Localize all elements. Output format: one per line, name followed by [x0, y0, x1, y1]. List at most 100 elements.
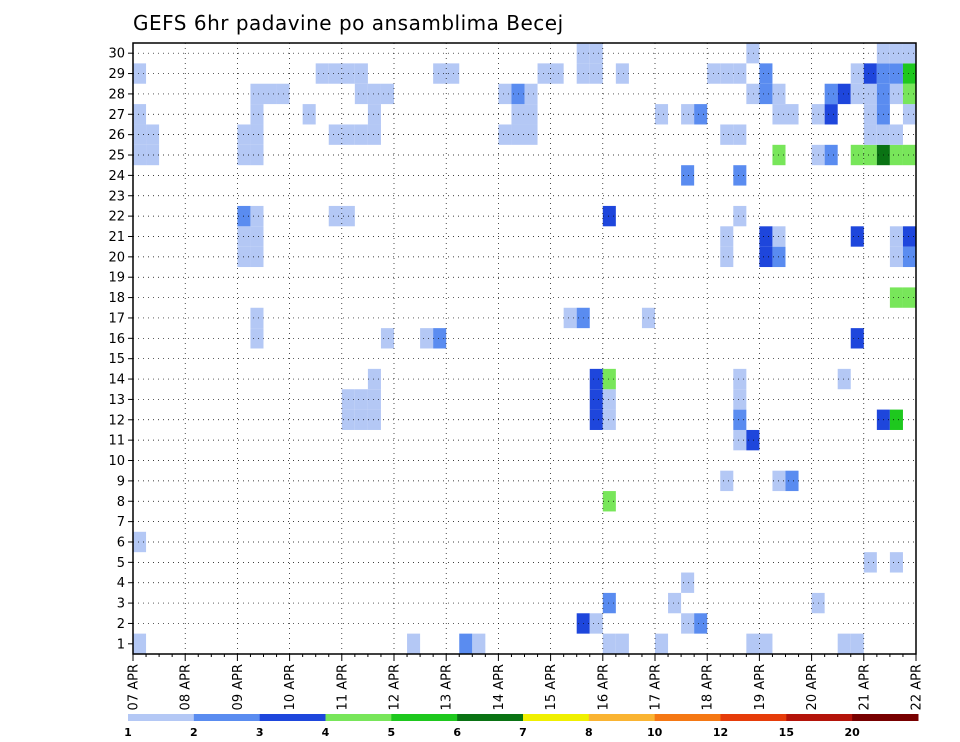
heatmap-cell	[863, 83, 877, 105]
heatmap-cell	[759, 226, 773, 247]
heatmap-cell	[133, 104, 147, 125]
y-tick-label: 13	[108, 393, 125, 408]
heatmap-cell	[615, 63, 629, 84]
heatmap-cell	[889, 83, 903, 105]
heatmap-cell	[602, 633, 616, 654]
heatmap-cell	[681, 165, 695, 186]
heatmap-cell	[759, 63, 773, 84]
heatmap-cell	[524, 104, 538, 125]
heatmap-cell	[850, 633, 864, 654]
heatmap-cell	[328, 63, 342, 84]
heatmap-cell	[681, 613, 695, 634]
heatmap-cell	[446, 63, 460, 84]
heatmap-cell	[720, 226, 734, 247]
x-tick-label: 20 APR	[805, 664, 820, 710]
heatmap-cell	[668, 592, 682, 614]
heatmap-cell	[720, 63, 734, 84]
heatmap-cell	[250, 104, 264, 125]
y-tick-label: 10	[108, 454, 125, 469]
heatmap-cell	[889, 43, 903, 64]
colorbar-segment	[786, 714, 853, 721]
heatmap-cell	[837, 368, 851, 390]
chart-title: GEFS 6hr padavine po ansamblima Becej	[133, 11, 564, 35]
x-tick-label: 09 APR	[231, 664, 246, 710]
heatmap-cell	[902, 246, 916, 268]
y-tick-label: 30	[108, 47, 125, 62]
colorbar-label: 10	[647, 726, 663, 739]
y-tick-label: 15	[108, 352, 125, 367]
heatmap-cell	[615, 633, 629, 654]
x-tick-label: 12 APR	[388, 664, 403, 710]
x-tick-label: 15 APR	[544, 664, 559, 710]
y-tick-label: 21	[108, 230, 125, 245]
y-tick-label: 17	[108, 311, 125, 326]
y-tick-label: 12	[108, 413, 125, 428]
heatmap-cell	[354, 63, 368, 84]
heatmap-cell	[889, 246, 903, 268]
colorbar-label: 8	[585, 726, 593, 739]
x-tick-label: 10 APR	[283, 664, 298, 710]
heatmap-cell	[407, 633, 421, 654]
heatmap-cell	[602, 409, 616, 430]
heatmap-cell	[902, 287, 916, 308]
heatmap-cell	[367, 409, 381, 430]
heatmap-cell	[889, 124, 903, 145]
heatmap-cell	[133, 531, 147, 553]
x-tick-label: 14 APR	[492, 664, 507, 710]
y-tick-label: 1	[117, 637, 125, 652]
y-tick-label: 18	[108, 291, 125, 306]
heatmap-cell	[420, 328, 434, 349]
y-tick-label: 29	[108, 67, 125, 82]
y-tick-label: 4	[117, 576, 125, 591]
y-tick-label: 7	[117, 515, 125, 530]
heatmap-cell	[850, 144, 864, 166]
heatmap-cell	[537, 63, 551, 84]
heatmap-cell	[733, 429, 747, 451]
y-axis: 1234567891011121314151617181920212223242…	[108, 47, 133, 652]
x-tick-label: 08 APR	[179, 664, 194, 710]
x-axis: 07 APR 08 APR 09 APR 10 APR 11 APR 12 APR 13 A…	[127, 654, 925, 710]
heatmap-cell	[902, 144, 916, 166]
colorbar-label: 5	[388, 726, 396, 739]
heatmap-cell	[850, 328, 864, 349]
heatmap-cell	[785, 104, 799, 125]
heatmap-cell	[759, 83, 773, 105]
heatmap-cell	[367, 104, 381, 125]
heatmap-cell	[681, 572, 695, 593]
heatmap-cell	[354, 124, 368, 145]
y-tick-label: 27	[108, 108, 125, 123]
heatmap-cell	[589, 389, 603, 410]
y-tick-label: 24	[108, 169, 125, 184]
heatmap-cell	[733, 409, 747, 430]
heatmap-cell	[863, 63, 877, 84]
y-tick-label: 28	[108, 87, 125, 102]
heatmap-cell	[746, 43, 760, 64]
heatmap-cell	[824, 104, 838, 125]
heatmap-cell	[524, 83, 538, 105]
heatmap-cell	[850, 226, 864, 247]
heatmap-cell	[694, 104, 708, 125]
heatmap-cell	[863, 552, 877, 573]
heatmap-cell	[133, 633, 147, 654]
colorbar-segment	[523, 714, 590, 721]
y-tick-label: 8	[117, 495, 125, 510]
heatmap-cell	[589, 368, 603, 390]
heatmap-cell	[589, 409, 603, 430]
x-tick-label: 19 APR	[753, 664, 768, 710]
heatmap-cell	[354, 83, 368, 105]
heatmap-cell	[472, 633, 486, 654]
heatmap-cell	[589, 613, 603, 634]
colorbar-segment	[128, 714, 195, 721]
heatmap-cell	[889, 63, 903, 84]
heatmap-cell	[850, 83, 864, 105]
heatmap-cell	[133, 63, 147, 84]
colorbar-segment	[852, 714, 919, 721]
heatmap-cell	[720, 246, 734, 268]
heatmap-cell	[733, 205, 747, 227]
heatmap-cell	[315, 63, 329, 84]
colorbar: 1 2 3 4 5 6 7 8 10 12 15 20	[124, 714, 919, 739]
y-tick-label: 23	[108, 189, 125, 204]
colorbar-label: 2	[190, 726, 198, 739]
heatmap-cell	[250, 226, 264, 247]
